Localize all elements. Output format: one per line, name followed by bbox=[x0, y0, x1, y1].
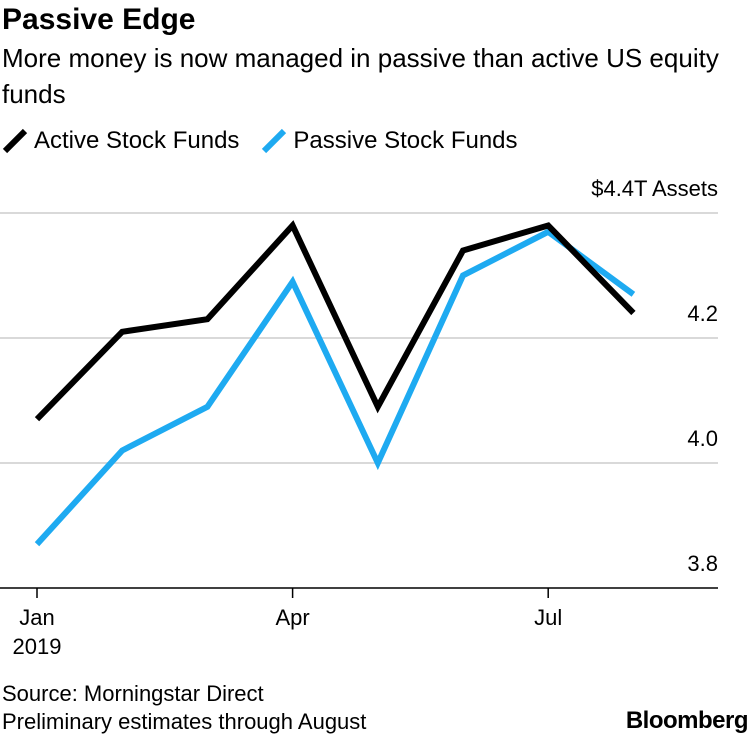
legend-swatch-passive bbox=[262, 128, 287, 154]
y-unit-label: $4.4T Assets bbox=[591, 176, 718, 201]
source-text: Source: Morningstar Direct bbox=[2, 681, 264, 706]
x-tick-label: Jan bbox=[19, 605, 54, 630]
legend: Active Stock Funds Passive Stock Funds bbox=[2, 124, 540, 158]
y-tick-label: 4.0 bbox=[687, 426, 718, 451]
chart-title: Passive Edge bbox=[2, 3, 196, 36]
legend-swatch-active bbox=[2, 128, 28, 154]
estimate-note: Preliminary estimates through August bbox=[2, 709, 367, 734]
legend-label-passive: Passive Stock Funds bbox=[293, 127, 518, 154]
axis-labels: $4.4T Assets 4.2 4.0 3.8 Jan 2019 Apr Jul bbox=[13, 176, 718, 659]
legend-item-passive: Passive Stock Funds bbox=[261, 127, 518, 155]
x-tick-label: Apr bbox=[275, 605, 309, 630]
bloomberg-logo: Bloomberg bbox=[625, 707, 749, 734]
series-line-passive-stock-funds bbox=[34, 228, 636, 547]
legend-label-active: Active Stock Funds bbox=[34, 127, 240, 154]
chart-subtitle: More money is now managed in passive tha… bbox=[2, 43, 719, 109]
series-lines bbox=[34, 220, 636, 547]
source-note: Source: Morningstar Direct Preliminary e… bbox=[2, 680, 366, 736]
series-line-active-stock-funds bbox=[34, 220, 636, 422]
x-year-label: 2019 bbox=[13, 634, 62, 659]
x-tick-label: Jul bbox=[534, 605, 562, 630]
y-tick-label: 3.8 bbox=[687, 551, 718, 576]
y-tick-label: 4.2 bbox=[687, 301, 718, 326]
legend-item-active: Active Stock Funds bbox=[2, 127, 239, 155]
line-chart: $4.4T Assets 4.2 4.0 3.8 Jan 2019 Apr Jul bbox=[0, 176, 718, 659]
x-axis bbox=[0, 587, 718, 598]
